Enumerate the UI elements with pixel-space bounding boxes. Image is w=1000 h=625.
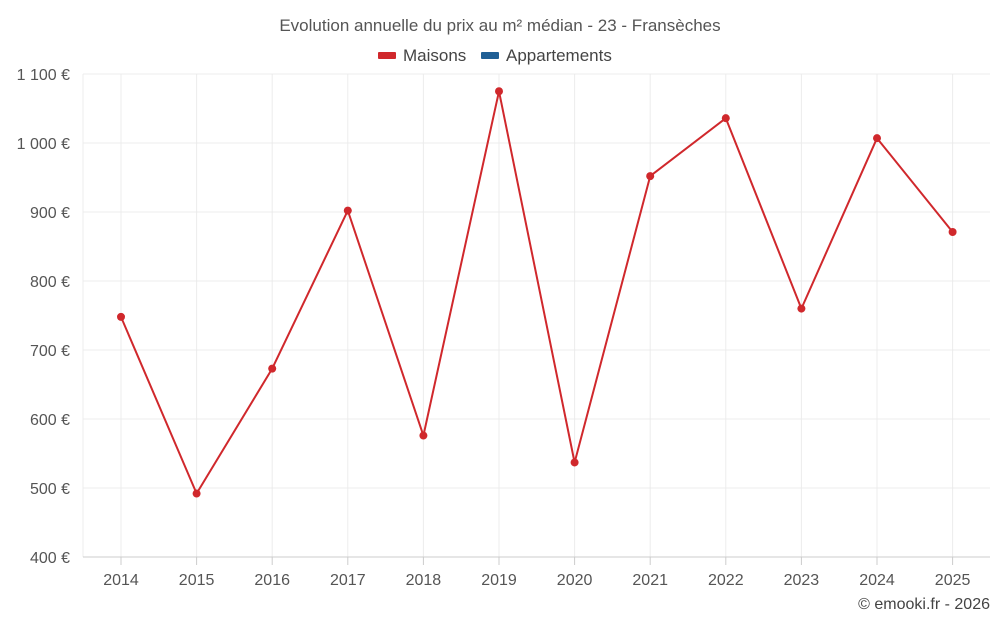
series-line-maisons <box>120 90 954 495</box>
y-gridlines <box>83 73 990 489</box>
x-tick-label: 2025 <box>935 572 971 589</box>
data-point[interactable] <box>192 489 201 498</box>
y-axis-ticks: 400 € 500 € 600 € 700 € 800 € 900 € 1 000 € 1 1… <box>17 67 70 567</box>
legend-swatch-appartements <box>481 52 499 59</box>
x-tick-label: 2021 <box>632 572 668 589</box>
y-tick-label: 1 000 € <box>17 136 70 153</box>
legend-item-maisons[interactable]: Maisons <box>378 46 466 65</box>
y-tick-label: 900 € <box>30 205 70 222</box>
data-point[interactable] <box>948 228 957 237</box>
x-tick-label: 2017 <box>330 572 366 589</box>
data-point[interactable] <box>721 114 730 123</box>
y-tick-label: 800 € <box>30 274 70 291</box>
x-tick-label: 2018 <box>406 572 442 589</box>
x-gridlines <box>82 74 954 557</box>
y-tick-label: 500 € <box>30 481 70 498</box>
data-point[interactable] <box>570 458 579 467</box>
y-tick-label: 600 € <box>30 412 70 429</box>
data-point[interactable] <box>343 206 352 215</box>
x-tick-label: 2020 <box>557 572 593 589</box>
y-tick-label: 1 100 € <box>17 67 70 84</box>
x-tick-label: 2016 <box>254 572 290 589</box>
data-point[interactable] <box>797 304 806 313</box>
x-tick-label: 2024 <box>859 572 895 589</box>
legend-item-appartements[interactable]: Appartements <box>481 46 612 65</box>
legend-swatch-maisons <box>378 52 396 59</box>
x-tick-label: 2023 <box>784 572 820 589</box>
x-tick-label: 2015 <box>179 572 215 589</box>
series-layer <box>117 87 957 498</box>
credit-text: © emooki.fr - 2026 <box>858 596 990 613</box>
y-tick-label: 400 € <box>30 550 70 567</box>
data-point[interactable] <box>117 312 125 321</box>
y-tick-label: 700 € <box>30 343 70 360</box>
legend-label-maisons: Maisons <box>403 46 466 65</box>
data-point[interactable] <box>419 431 428 440</box>
data-point[interactable] <box>646 172 655 181</box>
data-point[interactable] <box>495 87 503 96</box>
data-point[interactable] <box>268 364 277 373</box>
x-tick-label: 2014 <box>103 572 139 589</box>
legend-label-appartements: Appartements <box>506 46 612 65</box>
x-tick-label: 2019 <box>481 572 517 589</box>
data-point[interactable] <box>873 134 881 143</box>
x-tick-label: 2022 <box>708 572 744 589</box>
legend: Maisons Appartements <box>378 46 612 65</box>
x-axis-ticks: 2014 2015 2016 2017 2018 2019 2020 2021 2022 2023… <box>103 557 970 589</box>
chart-title: Evolution annuelle du prix au m² médian … <box>279 16 720 35</box>
